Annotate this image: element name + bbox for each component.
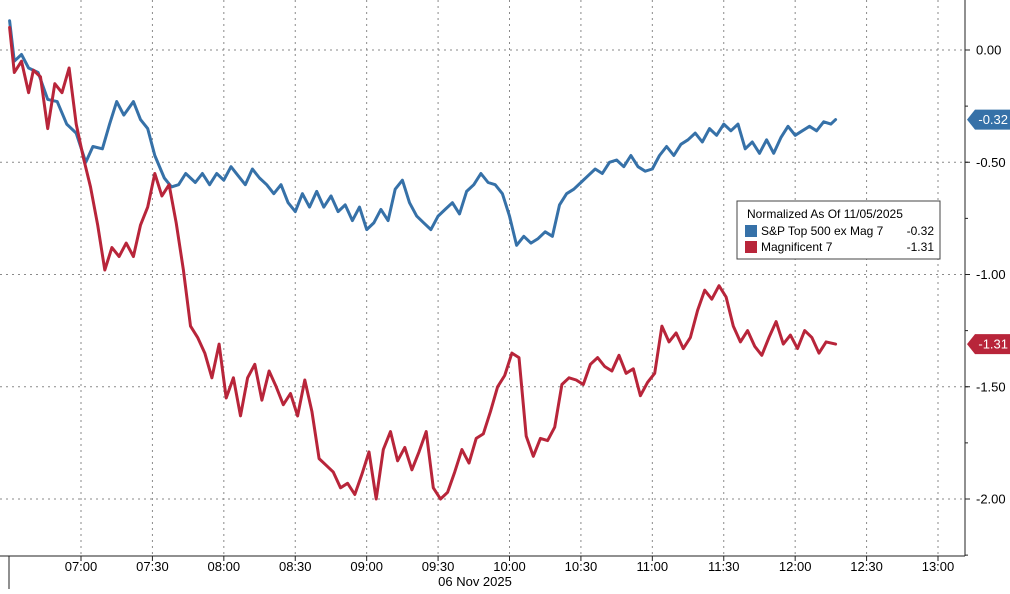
y-tick-label: -0.50	[976, 155, 1006, 170]
end-value-label-sp500-ex-mag7: -0.32	[978, 112, 1008, 127]
x-tick-label: 09:30	[422, 559, 455, 574]
x-tick-labels: 07:00 07:30 08:00 08:30 09:00 09:30 10:00 10:30…	[65, 559, 955, 574]
x-tick-label: 10:30	[565, 559, 598, 574]
end-value-labels: -0.32 -1.31	[967, 109, 1010, 355]
series-line-magnificent-7	[8, 26, 838, 501]
axes	[0, 0, 970, 589]
y-tick-label: 0.00	[976, 43, 1001, 58]
legend-value-sp500-ex-mag7: -0.32	[907, 224, 935, 238]
legend-swatch-sp500-ex-mag7	[745, 225, 757, 237]
x-axis-title: 06 Nov 2025	[438, 574, 512, 589]
x-tick-label: 13:00	[922, 559, 955, 574]
x-tick-label: 08:30	[279, 559, 312, 574]
grid-lines	[0, 0, 965, 556]
legend-value-magnificent-7: -1.31	[907, 240, 935, 254]
legend-swatch-magnificent-7	[745, 241, 757, 253]
x-tick-label: 08:00	[208, 559, 241, 574]
legend-label-sp500-ex-mag7: S&P Top 500 ex Mag 7	[761, 224, 884, 238]
x-tick-label: 09:00	[350, 559, 383, 574]
series-line-sp500-ex-mag7	[8, 19, 838, 247]
y-tick-label: -1.00	[976, 267, 1006, 282]
x-tick-label: 11:30	[708, 559, 740, 574]
legend-box	[736, 200, 941, 260]
x-tick-label: 12:30	[850, 559, 883, 574]
y-tick-labels: 0.00 -0.50 -1.00 -1.50 -2.00	[976, 43, 1006, 507]
x-tick-label: 11:00	[637, 559, 669, 574]
y-tick-label: -2.00	[976, 492, 1006, 507]
legend-title: Normalized As Of 11/05/2025	[747, 207, 903, 221]
end-value-label-magnificent-7: -1.31	[978, 337, 1008, 352]
series-lines	[8, 19, 838, 501]
legend-label-magnificent-7: Magnificent 7	[761, 240, 833, 254]
end-value-tag-magnificent-7	[967, 334, 1010, 355]
x-tick-label: 10:00	[493, 559, 526, 574]
x-tick-label: 07:00	[65, 559, 98, 574]
x-tick-label: 12:00	[779, 559, 812, 574]
end-value-tag-sp500-ex-mag7	[967, 109, 1010, 130]
x-tick-label: 07:30	[136, 559, 169, 574]
legend: Normalized As Of 11/05/2025 S&P Top 500 …	[736, 200, 941, 260]
y-tick-label: -1.50	[976, 379, 1006, 394]
